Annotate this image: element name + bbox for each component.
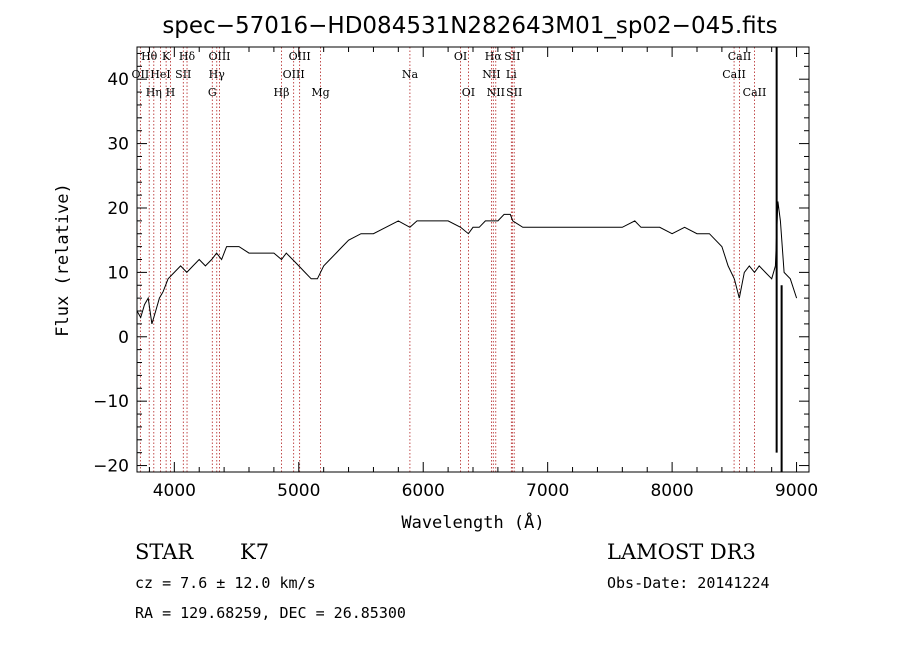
y-tick-label: −10 [93, 392, 129, 412]
x-tick-label: 7000 [526, 481, 569, 501]
y-axis-ticks: −20 −10 0 10 20 30 40 [93, 52, 809, 477]
spectral-line-label: SII [504, 50, 520, 63]
spectral-line-label: Hγ [209, 68, 226, 81]
spectral-line-label: OIII [208, 50, 230, 63]
chart-title: spec−57016−HD084531N282643M01_sp02−045.f… [162, 13, 777, 39]
spectral-line-markers [139, 47, 755, 472]
spectral-line-label: Hη [146, 86, 162, 99]
spectral-line-label: SII [506, 86, 522, 99]
spectral-line-label: OIII [283, 68, 305, 81]
spectral-line-label: Hδ [179, 50, 196, 63]
y-tick-label: 0 [118, 328, 129, 348]
obs-date: Obs-Date: 20141224 [607, 574, 770, 592]
redshift-readout: cz = 7.6 ± 12.0 km/s [135, 574, 316, 592]
x-tick-label: 6000 [402, 481, 445, 501]
spectral-line-label: CaII [728, 50, 752, 63]
spectral-line-label: G [208, 86, 217, 99]
y-tick-label: 20 [107, 199, 129, 219]
spectral-line-label: Na [402, 68, 419, 81]
spectrum-line [136, 201, 798, 325]
spectral-line-label: OIII [289, 50, 311, 63]
spectral-line-label: CaII [743, 86, 767, 99]
plot-frame [136, 46, 810, 473]
coordinates: RA = 129.68259, DEC = 26.85300 [135, 604, 406, 622]
spectral-line-label: K [162, 50, 171, 63]
spectral-line-labels: Hθ OII Hη HeI K H SII Hδ G OIII Hγ Hβ OIII OIII Mg Na OI… [132, 50, 767, 99]
survey-name: LAMOST DR3 [607, 540, 756, 564]
y-tick-label: 10 [107, 263, 129, 283]
x-axis-ticks: 4000 5000 6000 7000 8000 9000 [148, 47, 818, 501]
spectral-line-label: Mg [311, 86, 329, 99]
x-tick-label: 5000 [277, 481, 320, 501]
y-tick-label: −20 [93, 457, 129, 477]
object-class: STAR [135, 540, 194, 564]
y-tick-label: 40 [107, 70, 129, 90]
y-tick-label: 30 [107, 135, 129, 155]
spectral-line-label: OI [462, 86, 475, 99]
spectral-line-label: Hβ [274, 86, 290, 99]
spectral-line-label: OI [454, 50, 467, 63]
spectral-line-label: H [166, 86, 176, 99]
x-tick-label: 9000 [775, 481, 818, 501]
spectral-line-label: CaII [722, 68, 746, 81]
x-tick-label: 8000 [650, 481, 693, 501]
spectral-line-label: Hα [485, 50, 503, 63]
spectral-line-label: OII [132, 68, 150, 81]
spectral-line-label: NII [482, 68, 500, 81]
spectral-line-label: SII [175, 68, 191, 81]
spectral-line-label: Hθ [141, 50, 158, 63]
spectral-line-label: HeI [150, 68, 170, 81]
spectral-line-label: NII [487, 86, 505, 99]
subclass: K7 [240, 540, 269, 564]
x-axis-label: Wavelength (Å) [401, 511, 544, 533]
spectral-line-label: Li [506, 68, 517, 81]
x-tick-label: 4000 [153, 481, 196, 501]
y-axis-label: Flux (relative) [53, 183, 73, 337]
